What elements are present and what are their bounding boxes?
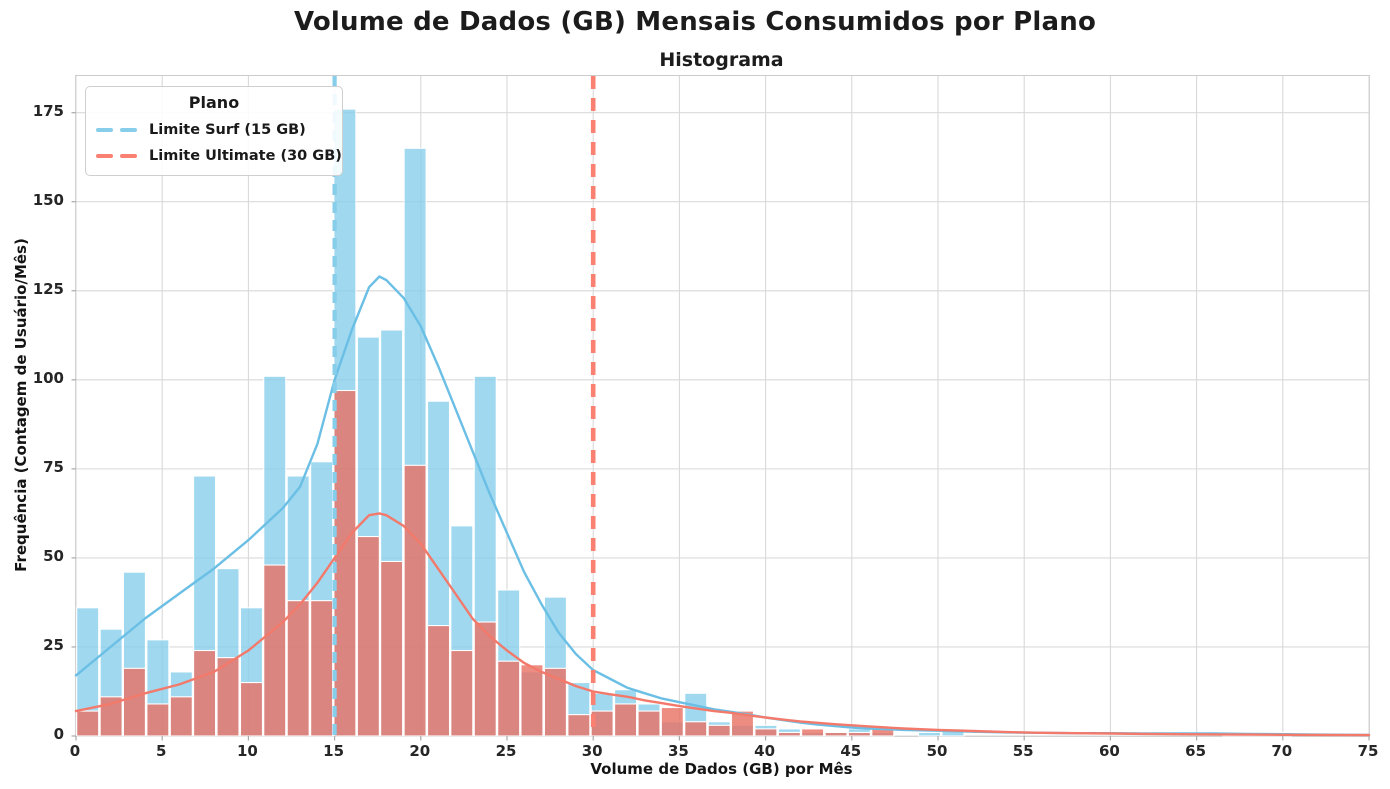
histogram-bar-ultimate (76, 710, 100, 737)
legend: Plano Limite Surf (15 GB) Limite Ultimat… (85, 86, 343, 176)
y-tick-label: 25 (43, 635, 64, 654)
x-tick-label: 60 (1098, 742, 1120, 760)
histogram-bar-ultimate (169, 696, 193, 737)
plot-area (71, 75, 1371, 741)
histogram-bar-ultimate (801, 728, 825, 737)
histogram-bar-surf (917, 731, 942, 737)
x-tick-label: 15 (323, 742, 345, 760)
histogram-bar-ultimate (847, 731, 871, 737)
dashed-line-swatch-ultimate-icon (96, 153, 138, 159)
histogram-bar-ultimate (403, 464, 427, 737)
y-tick-label: 125 (32, 279, 64, 298)
x-tick-label: 30 (581, 742, 603, 760)
histogram-bar-ultimate (333, 389, 357, 737)
x-tick-label: 25 (495, 742, 517, 760)
histogram-bar-ultimate (777, 731, 801, 737)
x-tick-label: 70 (1271, 742, 1293, 760)
x-tick-label: 5 (155, 742, 167, 760)
histogram-bar-ultimate (450, 649, 474, 737)
histogram-bar-ultimate (263, 564, 287, 737)
histogram-bar-ultimate (286, 600, 310, 737)
y-tick-label: 100 (32, 368, 64, 387)
kde-curve-ultimate (74, 512, 1371, 737)
histogram-bar-ultimate (216, 657, 240, 737)
histogram-bar-ultimate (567, 714, 591, 737)
x-tick-label: 35 (667, 742, 689, 760)
histogram-bar-ultimate (637, 710, 661, 737)
legend-label-ultimate: Limite Ultimate (30 GB) (149, 148, 342, 164)
histogram-bar-ultimate (707, 724, 731, 737)
histogram-bar-ultimate (99, 696, 123, 737)
x-tick-label: 45 (840, 742, 862, 760)
histogram-bar-ultimate (473, 621, 497, 737)
x-tick-label: 75 (1357, 742, 1379, 760)
histogram-bar-ultimate (356, 535, 380, 737)
histogram-canvas (71, 76, 1371, 741)
histogram-bar-ultimate (543, 667, 567, 737)
legend-title: Plano (188, 93, 240, 112)
legend-item-ultimate: Limite Ultimate (30 GB) (96, 143, 342, 169)
dashed-line-swatch-surf-icon (96, 127, 138, 133)
legend-label-surf: Limite Surf (15 GB) (149, 122, 306, 138)
x-tick-label: 10 (236, 742, 258, 760)
y-tick-label: 50 (43, 546, 64, 565)
x-axis-label: Volume de Dados (GB) por Mês (590, 760, 853, 778)
histogram-bar-ultimate (497, 660, 521, 737)
histogram-bar-ultimate (122, 667, 146, 737)
x-tick-label: 55 (1012, 742, 1034, 760)
y-tick-label: 150 (32, 190, 64, 209)
histogram-bar-ultimate (520, 664, 544, 737)
chart-title: Volume de Dados (GB) Mensais Consumidos … (293, 7, 1097, 37)
histogram-bar-ultimate (310, 600, 334, 737)
legend-item-surf: Limite Surf (15 GB) (96, 117, 332, 143)
y-tick-label: 175 (32, 101, 64, 120)
y-tick-label: 75 (43, 457, 64, 476)
x-tick-label: 0 (69, 742, 81, 760)
chart-subtitle: Histograma (659, 49, 784, 71)
histogram-bar-ultimate (146, 703, 170, 737)
x-tick-label: 20 (409, 742, 431, 760)
histogram-bar-ultimate (684, 721, 708, 737)
histogram-bar-ultimate (824, 731, 848, 737)
histogram-bar-ultimate (426, 625, 451, 737)
histogram-bar-ultimate (660, 706, 684, 737)
histogram-bar-ultimate (754, 728, 778, 737)
x-tick-label: 50 (926, 742, 948, 760)
x-tick-label: 65 (1185, 742, 1207, 760)
histogram-bar-ultimate (380, 560, 404, 737)
x-tick-label: 40 (754, 742, 776, 760)
histogram-bar-ultimate (193, 649, 217, 737)
histogram-bar-ultimate (614, 703, 638, 737)
histogram-bar-ultimate (239, 682, 264, 737)
histogram-bar-ultimate (730, 710, 755, 737)
y-tick-label: 0 (53, 725, 64, 743)
